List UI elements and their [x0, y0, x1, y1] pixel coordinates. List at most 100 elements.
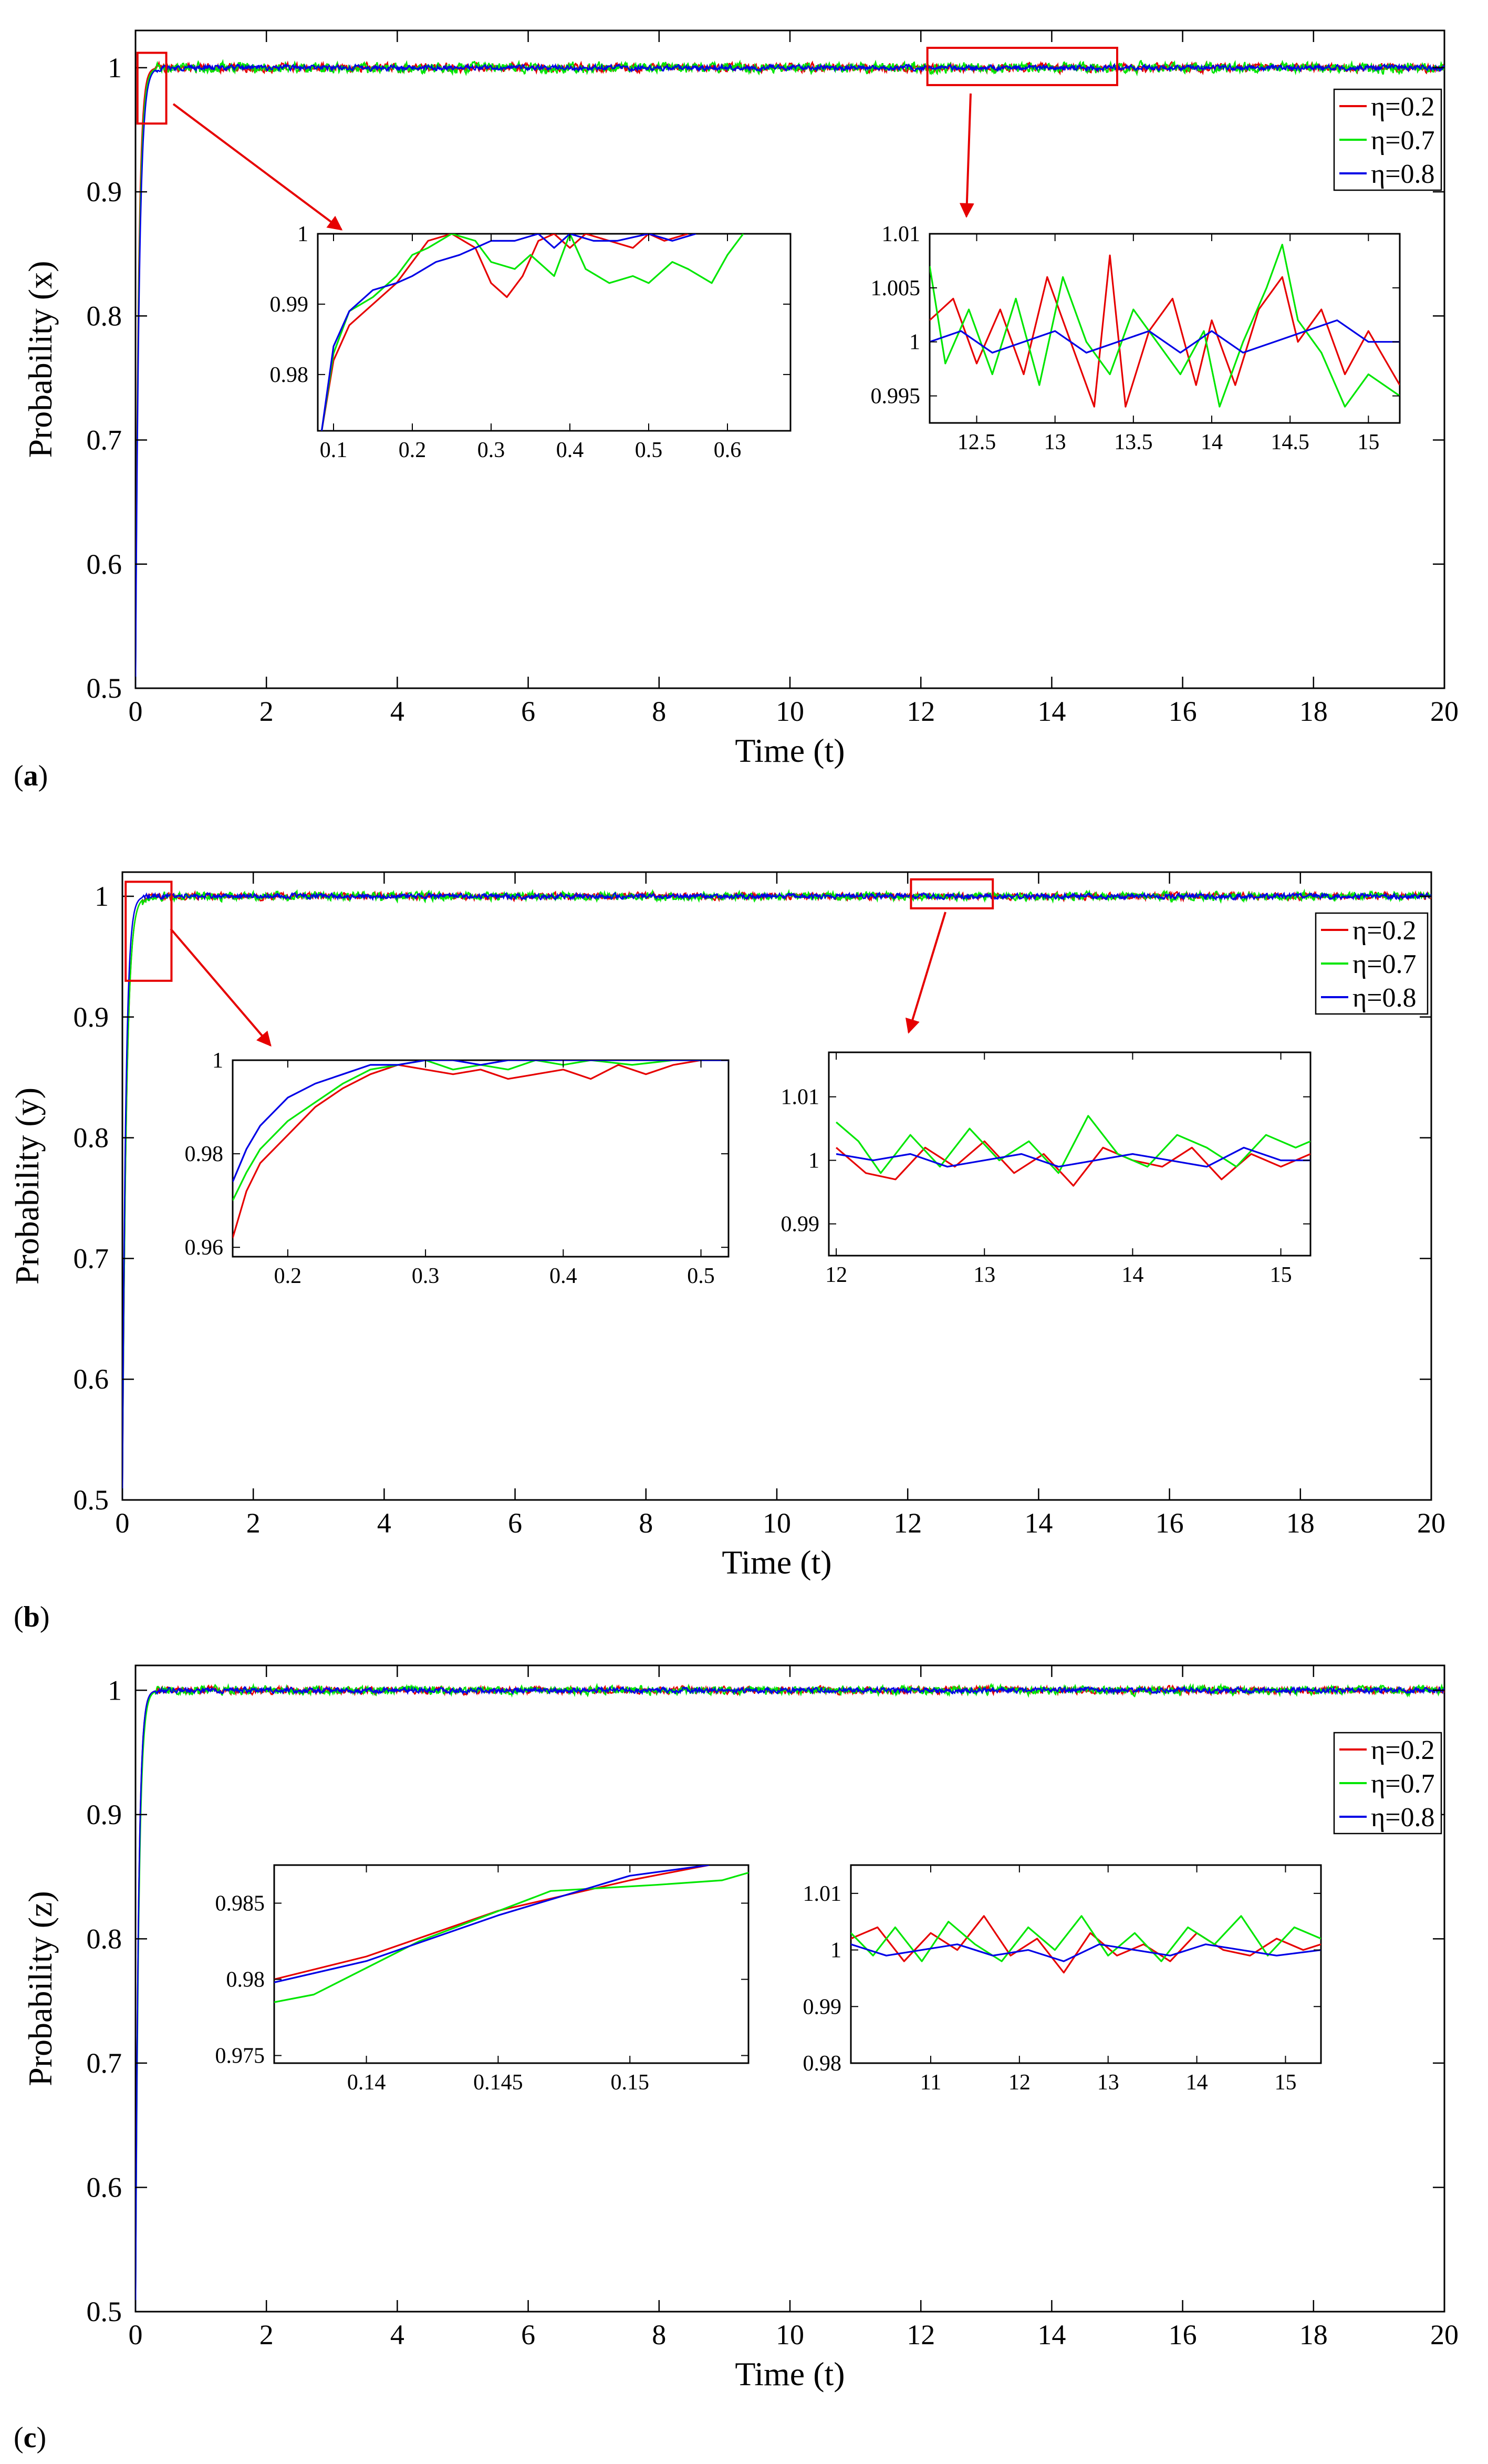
panel-label: (c): [14, 2421, 46, 2454]
inset-line-η=0.7: [274, 1871, 748, 2003]
inset-x-tick-label: 12.5: [958, 430, 996, 454]
inset-x-tick-label: 14: [1121, 1263, 1143, 1287]
inset-line-η=0.8: [836, 1146, 1310, 1168]
x-tick-label: 8: [652, 696, 666, 727]
legend-label: η=0.8: [1371, 159, 1435, 189]
inset-y-tick-label: 0.98: [226, 1968, 265, 1992]
inset-frame: [929, 233, 1401, 424]
inset-line-η=0.8: [320, 234, 696, 431]
x-tick-label: 4: [390, 2319, 404, 2351]
x-tick-label: 12: [907, 696, 935, 727]
panel-label: (b): [14, 1601, 49, 1633]
y-tick-label: 0.6: [87, 2171, 122, 2203]
chart-panel-b: 0 2 4 6 8 10 12 14 16 18 20 0.5 0.6 0.7 0.8 0.9 1 Time (t…: [8, 871, 1445, 1633]
inset-series-group: [233, 1060, 729, 1238]
legend-label: η=0.8: [1352, 983, 1417, 1013]
x-tick-label: 4: [377, 1507, 391, 1539]
y-tick-label: 0.9: [87, 176, 122, 208]
y-tick-label: 0.9: [74, 1001, 109, 1033]
y-tick-label: 0.7: [74, 1243, 109, 1274]
series-group: [136, 59, 1444, 688]
zoom-arrow: [905, 912, 946, 1034]
inset-y-tick-label: 0.98: [185, 1142, 224, 1166]
y-tick-label: 0.6: [87, 548, 122, 580]
inset-y-tick-label: 0.96: [185, 1236, 224, 1260]
inset-line-η=0.8: [274, 1865, 710, 1983]
zoom-arrow: [959, 93, 974, 218]
inset-y-tick-label: 1.01: [781, 1085, 820, 1110]
inset-line-η=0.7: [930, 244, 1400, 408]
inset-x-tick-label: 13: [1097, 2070, 1119, 2095]
x-tick-label: 20: [1430, 696, 1459, 727]
y-axis-label: Probability (x): [22, 261, 59, 458]
inset-x-tick-label: 14.5: [1271, 430, 1309, 454]
inset-2: 12 13 14 15 0.99 1 1.01: [781, 1051, 1312, 1287]
inset-y-tick-label: 0.995: [871, 385, 921, 409]
inset-x-tick-label: 11: [920, 2070, 941, 2095]
inset-1: 0.1 0.2 0.3 0.4 0.5 0.6 0.98 0.99 1: [270, 222, 792, 462]
inset-y-tick-label: 1.01: [803, 1882, 842, 1906]
inset-y-tick-label: 0.975: [215, 2044, 265, 2068]
y-axis-label: Probability (y): [8, 1088, 46, 1285]
inset-series-group: [930, 244, 1400, 408]
inset-1: 0.2 0.3 0.4 0.5 0.96 0.98 1: [185, 1049, 730, 1288]
inset-frame: [828, 1051, 1312, 1257]
x-tick-label: 20: [1430, 2319, 1459, 2351]
inset-x-tick-label: 0.5: [635, 438, 663, 462]
series-group: [122, 888, 1431, 1500]
inset-2: 11 12 13 14 15 0.98 0.99 1 1.01: [803, 1864, 1322, 2095]
inset-x-tick-label: 12: [825, 1263, 847, 1287]
inset-x-tick-label: 13: [973, 1263, 995, 1287]
inset-x-tick-label: 0.4: [556, 438, 584, 462]
inset-line-η=0.8: [930, 319, 1400, 354]
y-tick-label: 0.8: [87, 300, 122, 332]
inset-x-tick-label: 0.14: [347, 2070, 386, 2095]
inset-series-group: [836, 1115, 1310, 1187]
y-tick-label: 0.7: [87, 2047, 122, 2079]
inset-x-tick-label: 13: [1044, 430, 1066, 454]
x-tick-label: 0: [129, 696, 143, 727]
inset-x-tick-label: 15: [1270, 1263, 1292, 1287]
legend-label: η=0.7: [1371, 1769, 1435, 1799]
inset-y-tick-label: 1: [808, 1149, 819, 1173]
inset-frame: [232, 1059, 730, 1258]
y-tick-label: 0.5: [87, 2296, 122, 2327]
inset-series-group: [851, 1915, 1321, 1974]
inset-y-tick-label: 0.99: [781, 1213, 820, 1237]
x-axis-label: Time (t): [735, 2355, 845, 2393]
y-tick-label: 0.8: [74, 1122, 109, 1154]
inset-line-η=0.7: [233, 1060, 729, 1201]
x-tick-label: 0: [129, 2319, 143, 2351]
x-tick-label: 16: [1156, 1507, 1184, 1539]
x-tick-label: 10: [763, 1507, 791, 1539]
inset-line-η=0.8: [233, 1060, 729, 1183]
inset-y-tick-label: 1: [297, 222, 308, 246]
x-tick-label: 10: [776, 696, 804, 727]
inset-line-η=0.8: [851, 1943, 1321, 1962]
inset-x-tick-label: 0.4: [549, 1264, 577, 1288]
inset-x-tick-label: 0.15: [611, 2070, 650, 2095]
inset-line-η=0.2: [320, 234, 689, 431]
x-tick-label: 8: [639, 1507, 653, 1539]
x-tick-label: 14: [1037, 696, 1066, 727]
x-tick-label: 16: [1169, 2319, 1197, 2351]
y-axis-label: Probability (z): [22, 1891, 59, 2086]
legend-label: η=0.2: [1371, 92, 1435, 122]
series-line-η=0.8: [136, 63, 1444, 688]
inset-frame: [273, 1864, 750, 2064]
zoom-box: [926, 47, 1119, 86]
y-tick-label: 0.7: [87, 425, 122, 456]
x-tick-label: 2: [259, 696, 274, 727]
zoom-arrow: [170, 928, 272, 1047]
inset-line-η=0.2: [851, 1915, 1321, 1974]
inset-x-tick-label: 14: [1186, 2070, 1208, 2095]
y-tick-label: 1: [108, 52, 122, 84]
legend-label: η=0.2: [1371, 1735, 1435, 1765]
x-tick-label: 14: [1037, 2319, 1066, 2351]
inset-1: 0.14 0.145 0.15 0.975 0.98 0.985: [215, 1864, 750, 2095]
inset-line-η=0.7: [836, 1115, 1310, 1174]
inset-x-tick-label: 0.3: [412, 1264, 440, 1288]
x-tick-label: 18: [1286, 1507, 1315, 1539]
x-tick-label: 8: [652, 2319, 666, 2351]
y-tick-label: 1: [95, 881, 109, 912]
